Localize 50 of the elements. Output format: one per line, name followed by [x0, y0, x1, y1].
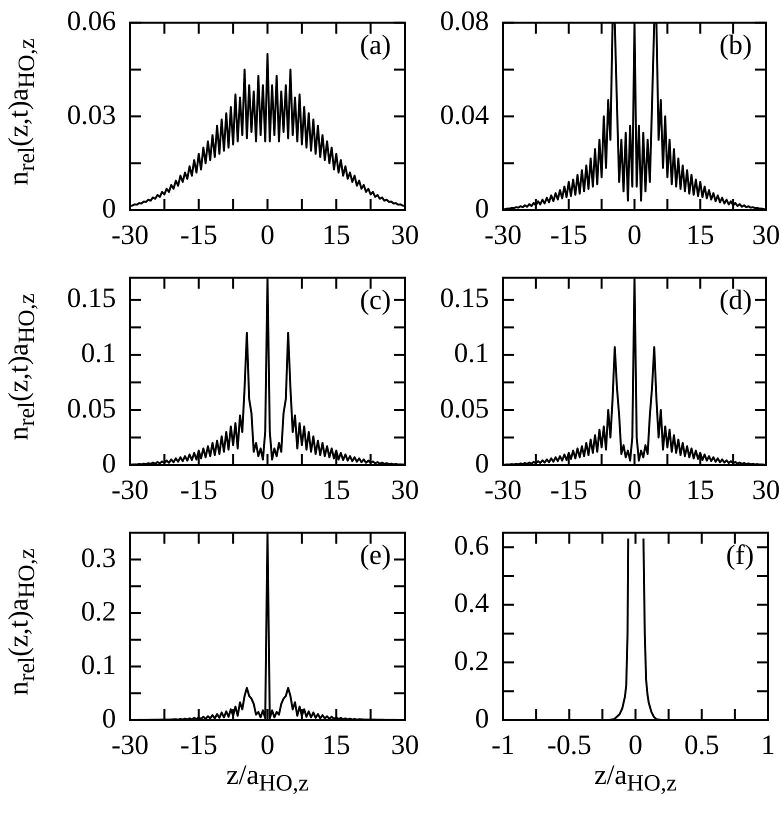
annotation: (f): [726, 540, 754, 572]
x-tick-label: -15: [550, 475, 588, 506]
y-tick-label: 0.2: [81, 596, 116, 628]
x-tick-label: 1: [761, 730, 775, 762]
x-axis-title: z/a$_{HO,z}$: [594, 760, 677, 798]
x-tick-label: -0.5: [547, 730, 592, 762]
y-tick-label: 0.05: [67, 393, 116, 424]
annotation: (b): [719, 30, 752, 62]
x-tick-label: 30: [391, 475, 419, 506]
x-tick-label: 0: [260, 220, 274, 252]
x-tick-label: -1: [491, 730, 515, 762]
y-tick-label: 0.1: [81, 650, 116, 681]
y-tick-label: 0.1: [81, 338, 116, 370]
x-tick-label: 0: [628, 475, 642, 506]
y-tick-label: 0.1: [454, 338, 489, 370]
x-tick-label: 30: [752, 220, 780, 252]
annotation: (a): [360, 30, 391, 62]
x-axis-title: z/a$_{HO,z}$: [226, 760, 309, 798]
x-tick-label: -15: [180, 730, 218, 762]
x-tick-label: 30: [391, 730, 419, 762]
x-tick-label: 30: [391, 220, 419, 252]
y-tick-label: 0.15: [67, 283, 116, 314]
y-tick-label: 0.03: [67, 100, 116, 131]
annotation: (c): [360, 285, 391, 316]
y-tick-label: 0.08: [440, 6, 489, 38]
x-tick-label: -15: [180, 220, 218, 252]
x-tick-label: 0: [628, 730, 642, 762]
x-tick-label: 15: [322, 220, 350, 252]
x-tick-label: 15: [686, 220, 714, 252]
x-tick-label: -15: [550, 220, 588, 252]
x-tick-label: 15: [322, 730, 350, 762]
x-tick-label: 0: [628, 220, 642, 252]
annotation: (e): [360, 540, 391, 572]
y-tick-label: 0.4: [454, 588, 489, 620]
y-tick-label: 0: [475, 703, 489, 734]
x-tick-label: 15: [686, 475, 714, 506]
y-tick-label: 0.05: [440, 393, 489, 424]
x-tick-label: 30: [752, 475, 780, 506]
y-tick-label: 0.04: [440, 100, 489, 131]
y-tick-label: 0.3: [81, 542, 116, 574]
y-tick-label: 0.15: [440, 283, 489, 314]
y-tick-label: 0.6: [454, 530, 489, 562]
annotation: (d): [719, 285, 752, 316]
y-tick-label: 0.2: [454, 646, 489, 677]
x-tick-label: 15: [322, 475, 350, 506]
x-tick-label: 0: [260, 730, 274, 762]
x-tick-label: 0: [260, 475, 274, 506]
y-tick-label: 0.06: [67, 6, 116, 38]
x-tick-label: -15: [180, 475, 218, 506]
x-tick-label: 0.5: [684, 730, 720, 762]
